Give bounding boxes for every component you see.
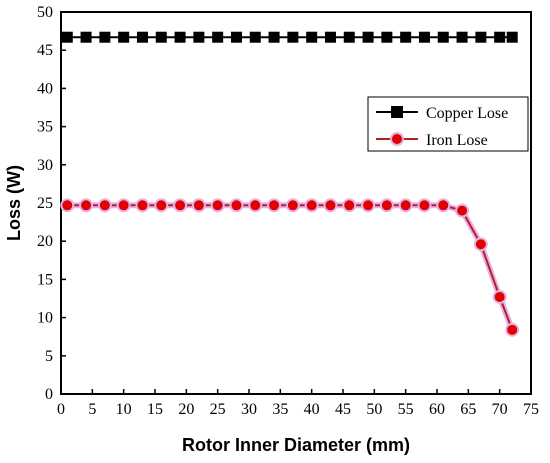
x-tick-label: 60 [429,401,445,418]
series-0-point [475,31,487,43]
x-tick-label: 5 [88,401,96,418]
series-1-point [323,198,338,213]
series-0-point [456,31,468,43]
x-tick-label: 40 [304,401,320,418]
y-tick-label: 15 [37,271,53,288]
series-0-point [118,31,130,43]
series-0-point [268,31,280,43]
series-1-point [304,198,319,213]
series-1-point [398,198,413,213]
series-0-point [381,31,393,43]
x-tick-label: 10 [116,401,132,418]
series-layer [60,31,520,337]
series-1-point [191,198,206,213]
y-tick-label: 30 [37,157,53,174]
x-tick-label: 20 [178,401,194,418]
series-0-point [362,31,374,43]
x-tick-label: 0 [57,401,65,418]
series-0-point [212,31,224,43]
series-0-point [437,31,449,43]
series-1-halo [67,202,516,331]
y-tick-label: 10 [37,310,53,327]
series-0-point [174,31,186,43]
series-0-point [400,31,412,43]
x-tick-label: 15 [147,401,163,418]
series-1-point [379,198,394,213]
series-0-point [155,31,167,43]
series-1-point [417,198,432,213]
x-tick-label: 30 [241,401,257,418]
series-0-point [306,31,318,43]
x-tick-label: 75 [523,401,539,418]
series-1-point [436,198,451,213]
y-tick-label: 5 [45,348,53,365]
y-tick-label: 50 [37,4,53,21]
x-tick-label: 70 [492,401,508,418]
series-1-point [473,237,488,252]
legend-label-iron: Iron Lose [426,132,488,149]
series-1-point [135,198,150,213]
series-1-point [505,322,520,337]
x-axis-title: Rotor Inner Diameter (mm) [182,435,410,455]
series-1-point [210,198,225,213]
y-tick-label: 45 [37,42,53,59]
series-1-point [492,289,507,304]
y-tick-label: 20 [37,233,53,250]
series-0-point [418,31,430,43]
series-1-point [173,198,188,213]
x-tick-label: 25 [210,401,226,418]
y-axis-title: Loss (W) [4,165,24,241]
series-0-point [249,31,261,43]
series-1-point [361,198,376,213]
series-1-point [116,198,131,213]
series-1-point [455,203,470,218]
series-1-line [67,204,514,331]
x-tick-label: 35 [272,401,288,418]
legend-marker-copper [391,106,403,118]
y-tick-label: 25 [37,195,53,212]
y-tick-label: 40 [37,80,53,97]
series-0-point [287,31,299,43]
x-tick-label: 55 [398,401,414,418]
series-1-point [229,198,244,213]
series-0-point [61,31,73,43]
ticks-layer: 0 5 10 15 20 25 30 35 40 45 50 55 60 65 70 75 0 5 10 15 20 25… [37,4,539,418]
y-tick-label: 35 [37,119,53,136]
series-0-point [230,31,242,43]
x-tick-label: 45 [335,401,351,418]
series-0-point [494,31,506,43]
series-0-point [343,31,355,43]
x-tick-label: 65 [460,401,476,418]
series-1-point [285,198,300,213]
series-1-point [97,198,112,213]
series-0-point [506,31,518,43]
series-0-point [99,31,111,43]
series-0-point [193,31,205,43]
series-0-point [80,31,92,43]
series-0-point [136,31,148,43]
legend: Copper Lose Iron Lose [367,96,529,152]
series-0-point [324,31,336,43]
series-1-point [79,198,94,213]
y-tick-label: 0 [45,386,53,403]
legend-marker-iron [390,132,404,146]
series-1-point [154,198,169,213]
legend-label-copper: Copper Lose [426,105,508,122]
x-tick-label: 50 [366,401,382,418]
series-1-point [342,198,357,213]
series-1-point [60,198,75,213]
series-1-point [267,198,282,213]
series-1-point [248,198,263,213]
